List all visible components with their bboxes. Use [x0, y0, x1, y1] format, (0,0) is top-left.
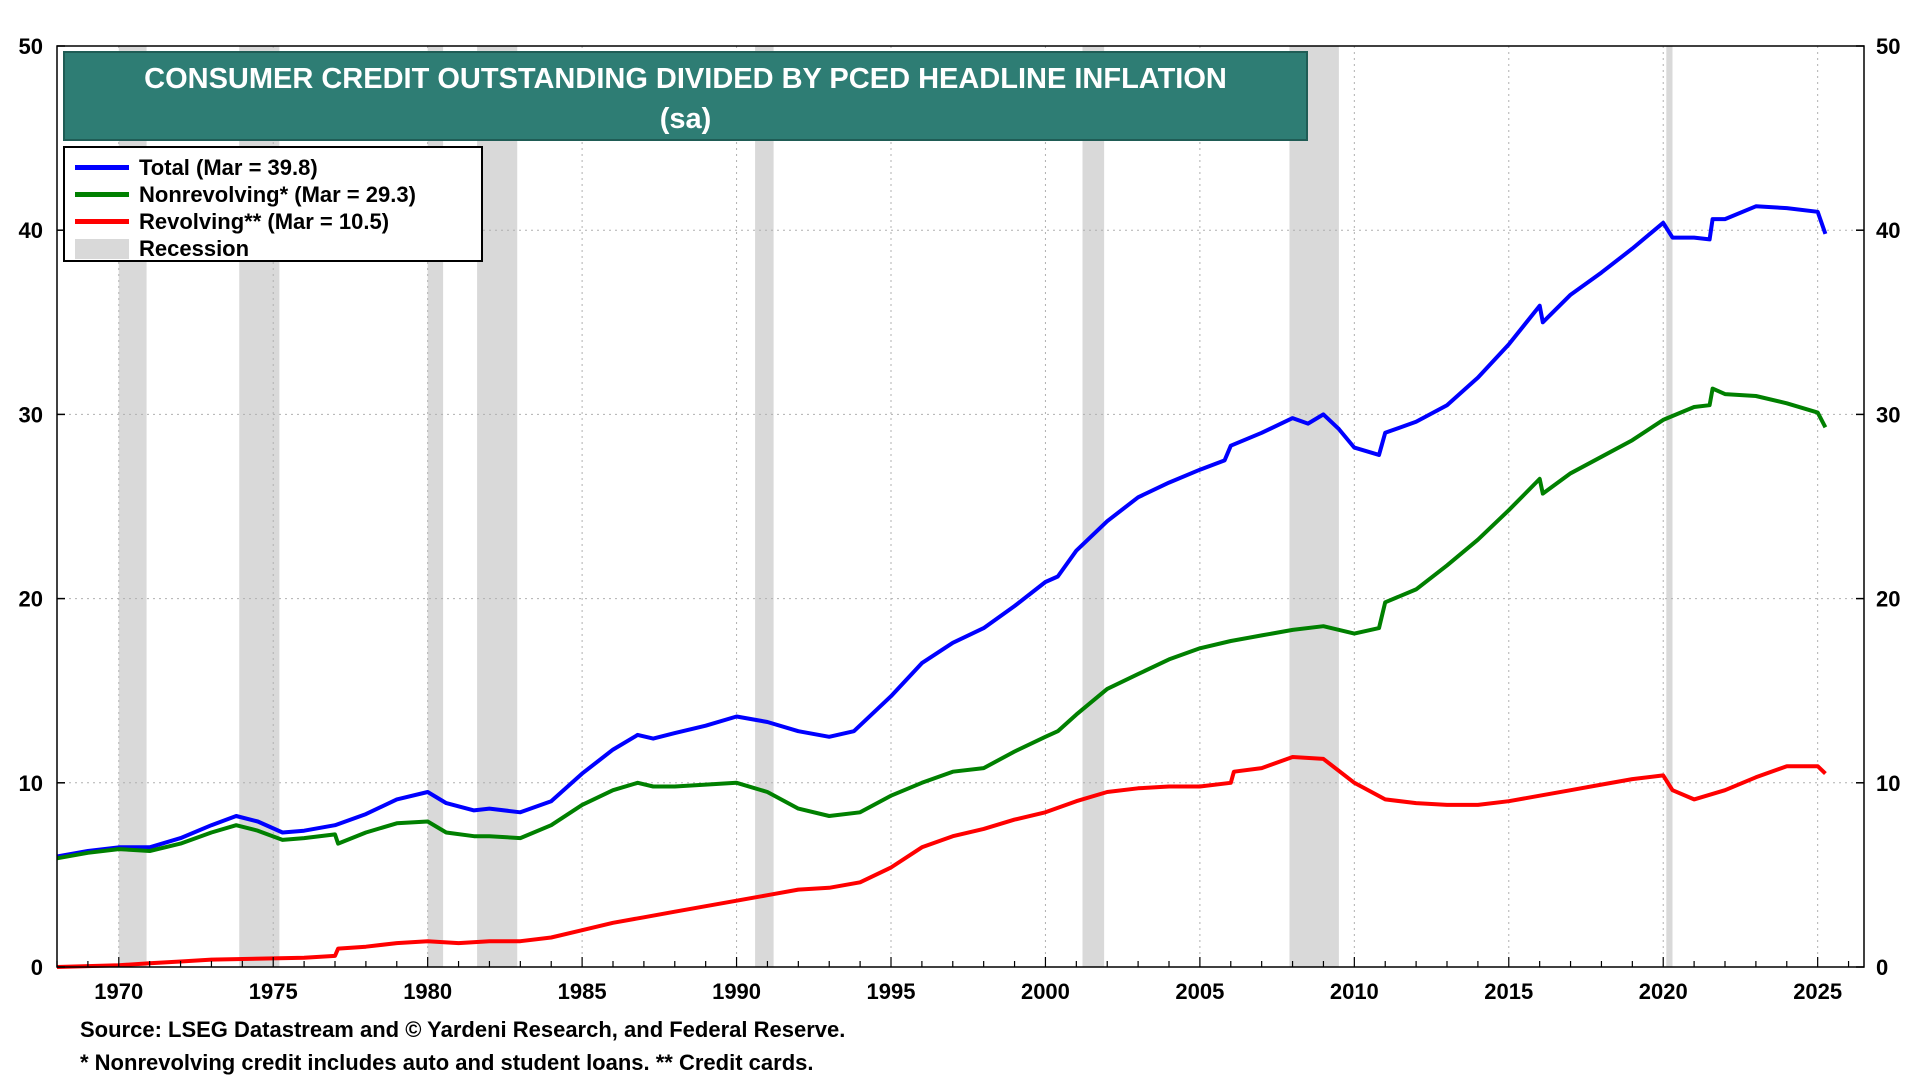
legend-label-total: Total (Mar = 39.8)	[139, 154, 318, 180]
x-tick-label: 1985	[558, 979, 607, 1004]
x-tick-label: 2000	[1021, 979, 1070, 1004]
y-tick-label-right: 20	[1876, 587, 1900, 612]
plot-frame	[56, 45, 1865, 968]
y-tick-label-left: 40	[19, 218, 43, 243]
footnote: * Nonrevolving credit includes auto and …	[80, 1050, 814, 1075]
chart-title-box: CONSUMER CREDIT OUTSTANDING DIVIDED BY P…	[63, 51, 1308, 141]
recession-band	[1666, 46, 1673, 967]
y-tick-label-left: 20	[19, 587, 43, 612]
legend: Total (Mar = 39.8) Nonrevolving* (Mar = …	[63, 146, 483, 262]
data-series	[56, 204, 1828, 969]
x-tick-label: 2025	[1793, 979, 1842, 1004]
legend-item-total: Total (Mar = 39.8)	[75, 154, 318, 181]
source-note: Source: LSEG Datastream and © Yardeni Re…	[80, 1017, 846, 1042]
series-line-total	[56, 204, 1828, 859]
legend-item-recession: Recession	[75, 235, 249, 262]
y-tick-label-right: 10	[1876, 771, 1900, 796]
legend-item-nonrevolving: Nonrevolving* (Mar = 29.3)	[75, 181, 416, 208]
y-tick-label-left: 30	[19, 402, 43, 427]
legend-swatch-recession	[75, 238, 129, 259]
y-tick-label-left: 10	[19, 771, 43, 796]
recession-band	[427, 46, 444, 967]
x-tick-label: 1975	[249, 979, 298, 1004]
x-tick-label: 2020	[1639, 979, 1688, 1004]
legend-swatch-total	[75, 165, 129, 170]
x-tick-label: 2010	[1330, 979, 1379, 1004]
x-tick-label: 1990	[712, 979, 761, 1004]
recession-band	[477, 46, 518, 967]
series-line-revolving	[56, 755, 1827, 969]
legend-swatch-revolving	[75, 219, 129, 224]
y-tick-label-right: 40	[1876, 218, 1900, 243]
legend-swatch-nonrevolving	[75, 192, 129, 197]
recession-band	[755, 46, 774, 967]
legend-label-recession: Recession	[139, 235, 250, 261]
recession-band	[1289, 46, 1339, 967]
x-tick-label: 1970	[94, 979, 143, 1004]
y-tick-label-right: 0	[1876, 955, 1888, 980]
y-tick-label-right: 30	[1876, 402, 1900, 427]
series-line-nonrevolving	[56, 386, 1828, 861]
recession-band	[1082, 46, 1105, 967]
y-tick-label-right: 50	[1876, 34, 1900, 59]
x-tick-label: 2015	[1484, 979, 1533, 1004]
chart-title: CONSUMER CREDIT OUTSTANDING DIVIDED BY P…	[144, 63, 1227, 95]
legend-label-nonrevolving: Nonrevolving* (Mar = 29.3)	[139, 181, 416, 207]
legend-label-revolving: Revolving** (Mar = 10.5)	[139, 208, 390, 234]
x-tick-label: 1995	[867, 979, 916, 1004]
y-tick-label-left: 50	[19, 34, 43, 59]
chart-subtitle: (sa)	[659, 103, 712, 135]
x-tick-label: 1980	[403, 979, 452, 1004]
x-tick-label: 2005	[1175, 979, 1224, 1004]
y-tick-label-left: 0	[31, 955, 43, 980]
legend-item-revolving: Revolving** (Mar = 10.5)	[75, 208, 389, 235]
